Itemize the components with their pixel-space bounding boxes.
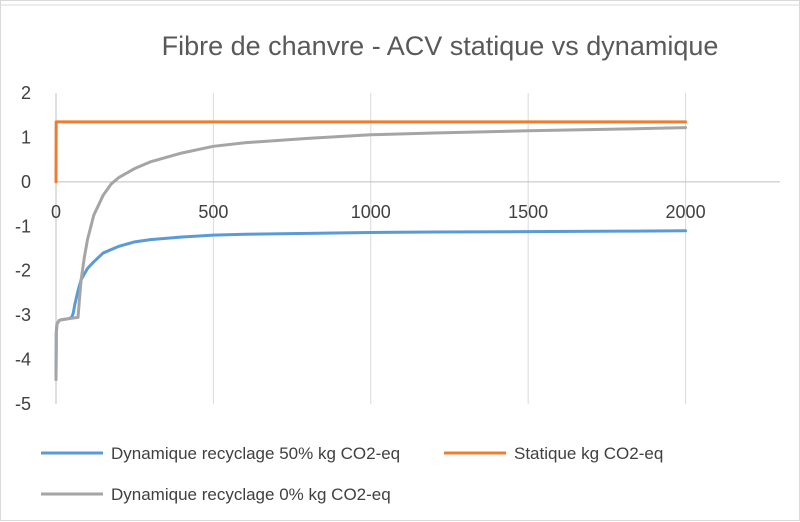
y-tick-label: -3 [15, 305, 31, 325]
y-axis-tick-labels: 2 1 0 -1 -2 -3 -4 -5 [15, 83, 31, 414]
y-tick-label: 0 [21, 172, 31, 192]
x-axis-tick-labels: 0 500 1000 1500 2000 [51, 202, 706, 222]
legend-entry: Dynamique recyclage 0% kg CO2-eq [41, 485, 391, 504]
legend-label: Dynamique recyclage 50% kg CO2-eq [111, 444, 400, 463]
x-tick-label: 0 [51, 202, 61, 222]
y-tick-label: 2 [21, 83, 31, 103]
series-line-3 [54, 126, 688, 382]
y-tick-label: -1 [15, 216, 31, 236]
y-tick-label: -5 [15, 394, 31, 414]
series-lines [54, 120, 688, 382]
legend-label: Dynamique recyclage 0% kg CO2-eq [111, 485, 391, 504]
x-tick-label: 2000 [666, 202, 706, 222]
y-tick-label: -4 [15, 350, 31, 370]
legend: Dynamique recyclage 50% kg CO2-eq Statiqu… [41, 444, 663, 504]
x-tick-label: 1000 [351, 202, 391, 222]
x-tick-label: 1500 [508, 202, 548, 222]
y-tick-label: -2 [15, 261, 31, 281]
axes [55, 93, 780, 404]
chart-title: Fibre de chanvre - ACV statique vs dynam… [162, 31, 719, 61]
series-line-2 [54, 120, 688, 184]
legend-label: Statique kg CO2-eq [514, 444, 663, 463]
y-tick-label: 1 [21, 127, 31, 147]
legend-entry: Dynamique recyclage 50% kg CO2-eq [41, 444, 400, 463]
x-tick-label: 500 [198, 202, 228, 222]
legend-entry: Statique kg CO2-eq [444, 444, 663, 463]
